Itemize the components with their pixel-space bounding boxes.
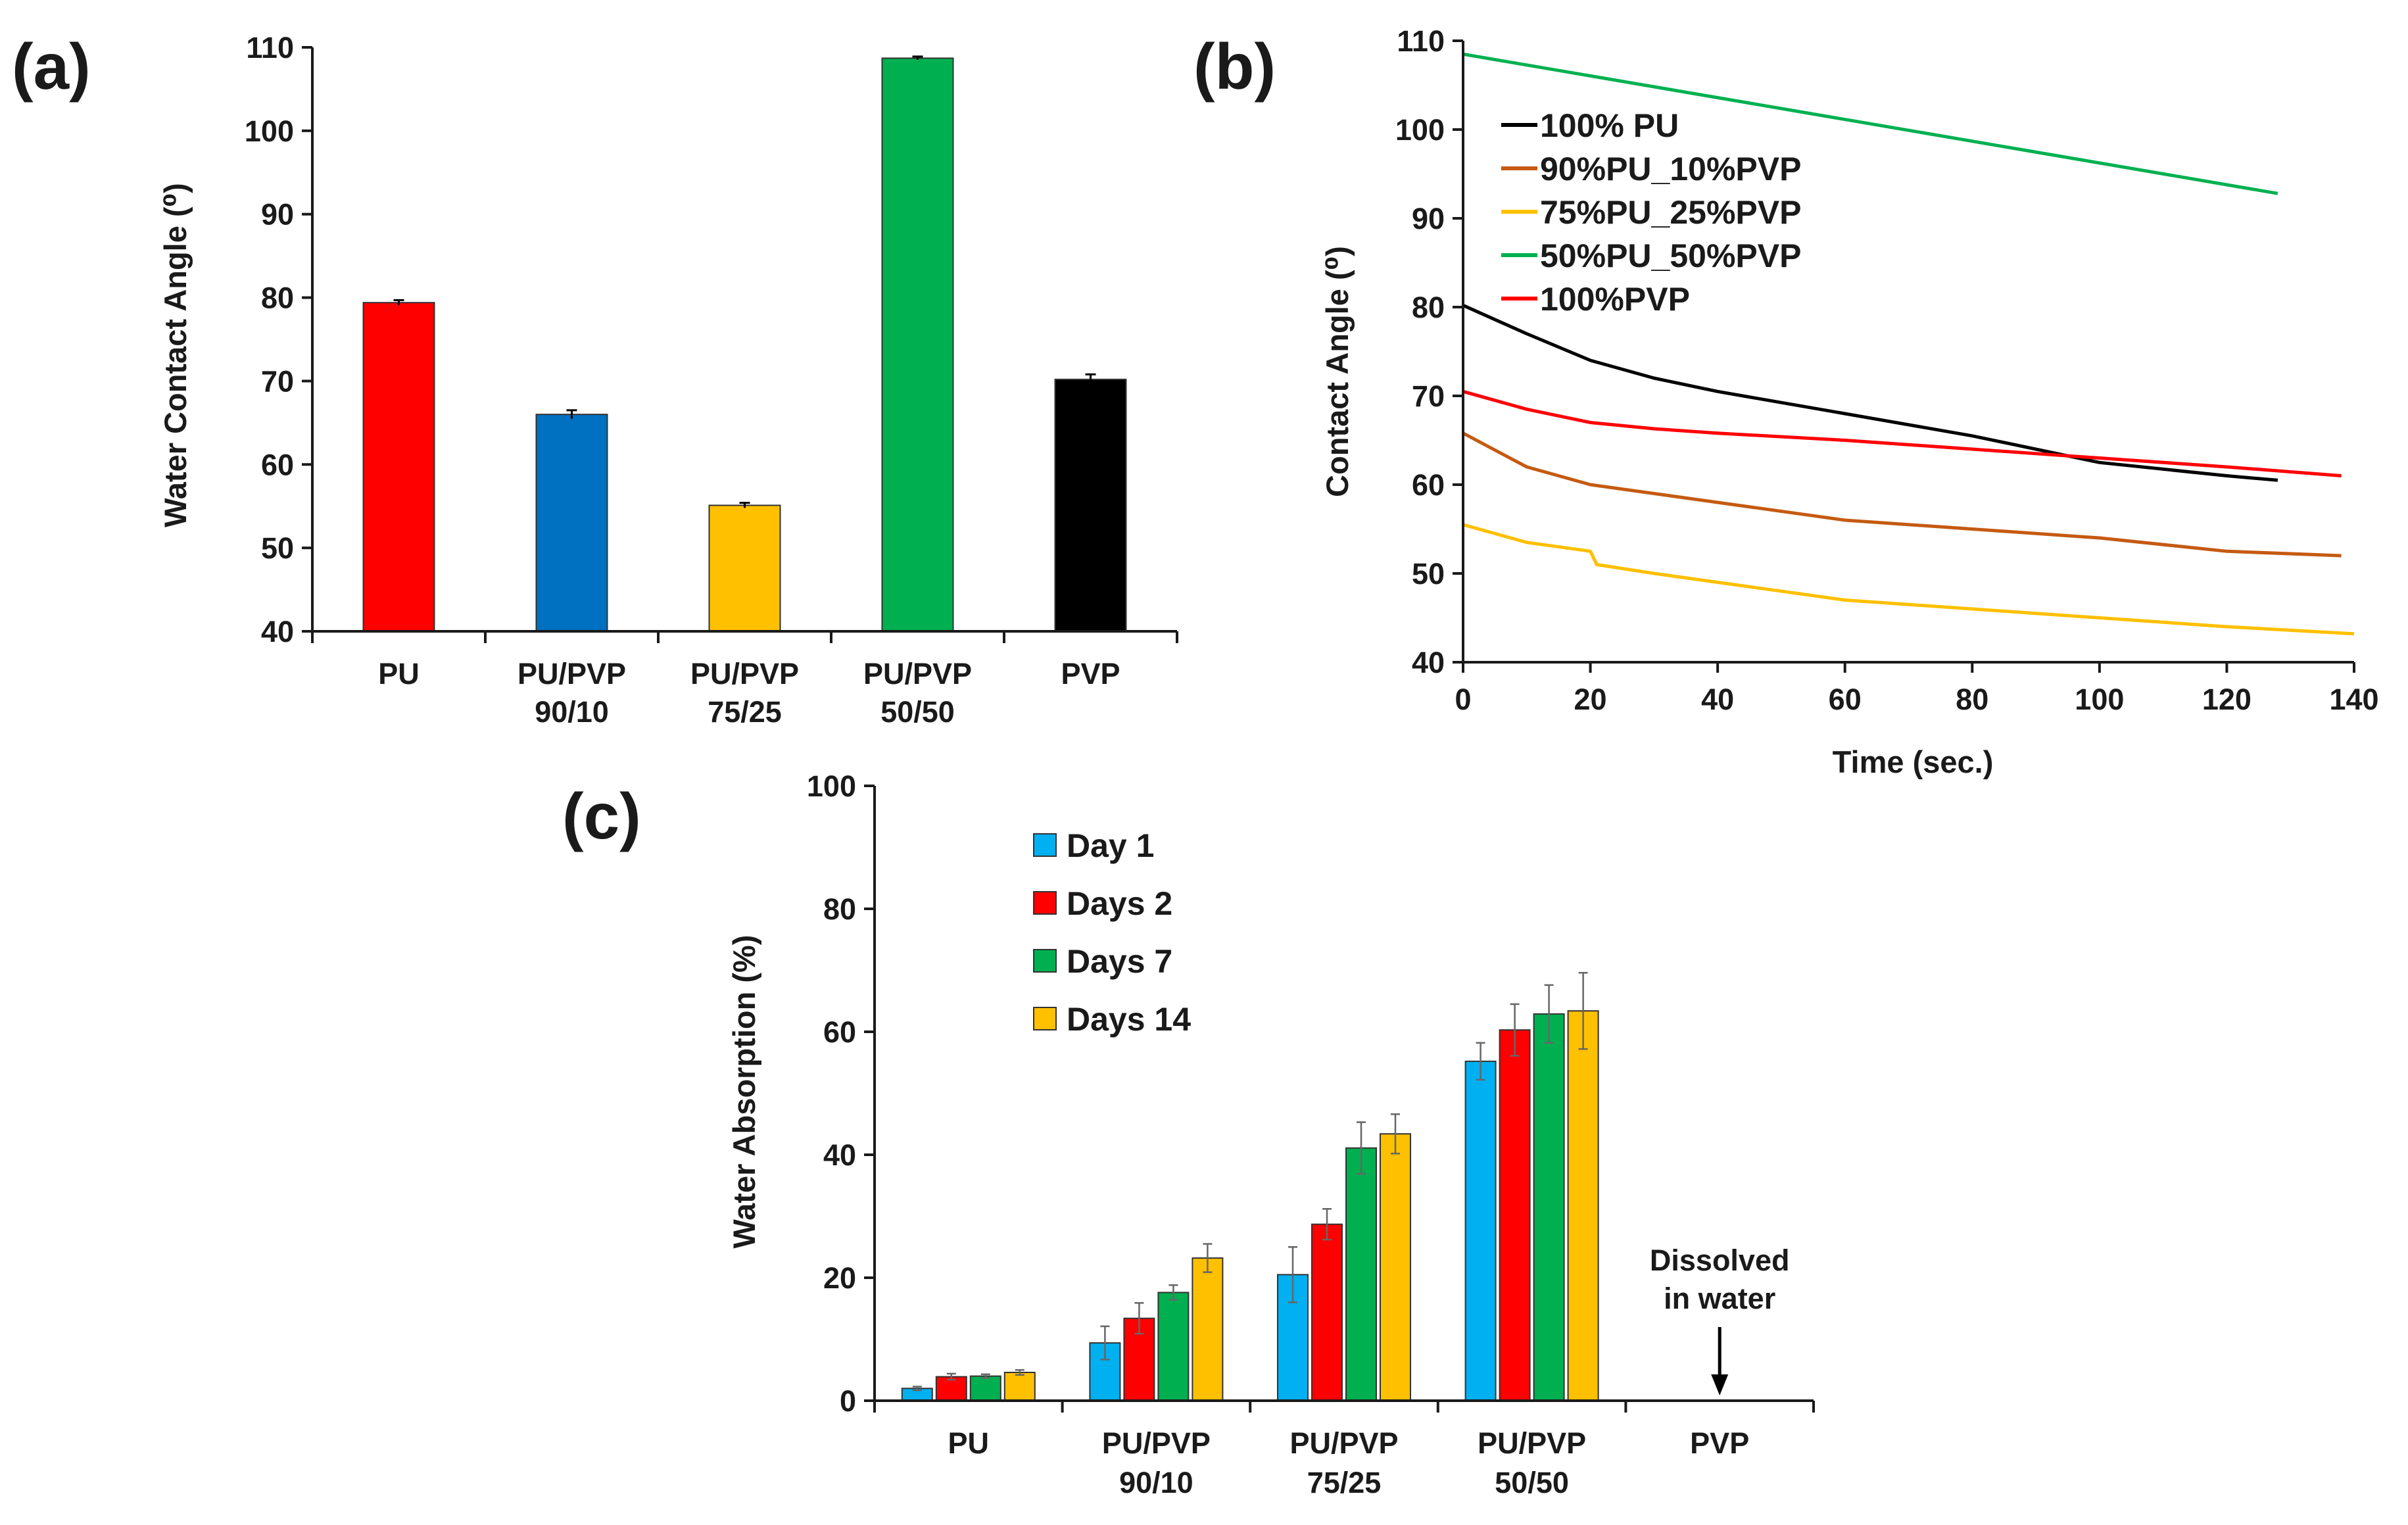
x-category-label: PU/PVP bbox=[518, 657, 626, 690]
legend-label: 100%PVP bbox=[1540, 281, 1690, 318]
x-category-label: 50/50 bbox=[880, 695, 955, 729]
y-tick-label: 40 bbox=[261, 615, 294, 648]
x-category-label: PU/PVP bbox=[1289, 1426, 1398, 1460]
y-tick-label: 60 bbox=[823, 1015, 856, 1049]
series-line-1 bbox=[1462, 431, 2342, 558]
bar bbox=[362, 302, 435, 632]
annotation-text: Dissolved bbox=[1650, 1244, 1790, 1277]
x-category-label: PU/PVP bbox=[1102, 1426, 1211, 1460]
y-tick-label: 50 bbox=[261, 531, 294, 565]
legend-label: 50%PU_50%PVP bbox=[1540, 237, 1801, 274]
legend-label: 75%PU_25%PVP bbox=[1540, 194, 1801, 231]
bar bbox=[1311, 1223, 1343, 1402]
y-tick-label: 80 bbox=[1412, 291, 1445, 324]
x-tick-label: 40 bbox=[1701, 683, 1734, 716]
y-tick-label: 40 bbox=[823, 1138, 856, 1172]
bar bbox=[1464, 1060, 1497, 1401]
panel-b-y-axis-title: Contact Angle (⁰) bbox=[1320, 246, 1355, 497]
x-category-label: PU/PVP bbox=[1478, 1426, 1586, 1460]
annotation-arrow-head bbox=[1711, 1374, 1729, 1395]
bar bbox=[881, 57, 954, 632]
y-tick-label: 70 bbox=[261, 364, 294, 398]
legend-swatch bbox=[1033, 891, 1057, 915]
bar bbox=[1567, 1010, 1599, 1401]
legend-label: Days 7 bbox=[1067, 943, 1172, 980]
x-category-label: 50/50 bbox=[1495, 1466, 1569, 1499]
bar bbox=[1499, 1029, 1531, 1401]
panel-b-x-axis-title: Time (sec.) bbox=[1833, 744, 1994, 779]
y-tick-label: 100 bbox=[1395, 113, 1445, 147]
y-tick-label: 100 bbox=[807, 769, 856, 803]
y-tick-label: 50 bbox=[1412, 557, 1445, 591]
x-tick-label: 100 bbox=[2075, 683, 2124, 716]
x-category-label: PU bbox=[378, 657, 420, 690]
panel-a-label: (a) bbox=[12, 30, 91, 103]
bar bbox=[1054, 378, 1127, 632]
y-tick-label: 20 bbox=[823, 1261, 856, 1295]
series-line-0 bbox=[1462, 304, 2278, 482]
legend-label: 90%PU_10%PVP bbox=[1540, 151, 1801, 187]
x-tick-label: 0 bbox=[1455, 683, 1471, 716]
x-tick-label: 80 bbox=[1956, 683, 1988, 716]
panel-c-label: (c) bbox=[562, 780, 641, 852]
legend-swatch bbox=[1033, 833, 1057, 857]
y-tick-label: 110 bbox=[1397, 24, 1445, 58]
series-line-2 bbox=[1462, 523, 2355, 636]
x-tick-label: 120 bbox=[2202, 683, 2251, 716]
legend-label: Days 2 bbox=[1067, 885, 1172, 922]
legend-label: Days 14 bbox=[1067, 1001, 1191, 1038]
y-tick-label: 70 bbox=[1412, 379, 1445, 413]
series-line-3 bbox=[1462, 52, 2278, 195]
panel-b: (b) Contact Angle (⁰) Time (sec.) 40 50 60… bbox=[1193, 24, 2379, 779]
annotation-text: in water bbox=[1664, 1282, 1775, 1315]
series-line-4 bbox=[1462, 389, 2342, 477]
x-category-label: 90/10 bbox=[535, 695, 609, 729]
bar bbox=[1380, 1133, 1411, 1401]
bar bbox=[969, 1375, 1001, 1402]
x-category-label: PU/PVP bbox=[863, 657, 972, 690]
bar bbox=[1003, 1371, 1036, 1401]
y-tick-label: 40 bbox=[1412, 646, 1445, 679]
y-tick-label: 80 bbox=[823, 892, 856, 926]
legend-label: Day 1 bbox=[1067, 827, 1154, 864]
y-tick-label: 60 bbox=[261, 448, 294, 481]
bar bbox=[1533, 1013, 1565, 1401]
panel-c-y-axis-title: Water Absorption (%) bbox=[727, 935, 761, 1249]
x-category-label: PVP bbox=[1061, 657, 1120, 690]
x-category-label: PVP bbox=[1690, 1426, 1749, 1460]
bar bbox=[535, 414, 608, 633]
x-category-label: PU/PVP bbox=[690, 657, 799, 690]
x-tick-label: 20 bbox=[1574, 683, 1607, 716]
y-tick-label: 110 bbox=[246, 31, 294, 64]
y-tick-label: 100 bbox=[245, 114, 294, 148]
bar bbox=[1345, 1147, 1377, 1401]
x-category-label: PU bbox=[948, 1426, 990, 1460]
panel-a-y-axis-title: Water Contact Angle (⁰) bbox=[158, 183, 193, 527]
x-tick-label: 60 bbox=[1829, 683, 1862, 716]
legend-swatch bbox=[1033, 949, 1057, 973]
y-tick-label: 0 bbox=[840, 1384, 856, 1418]
panel-c: (c) Water Absorption (%) 0 20 40 60 80 100 PU… bbox=[562, 769, 1815, 1499]
x-category-label: 90/10 bbox=[1119, 1466, 1193, 1499]
panel-a: (a) Water Contact Angle (⁰) 40 50 60 70 80 90… bbox=[12, 30, 1178, 729]
x-category-label: 75/25 bbox=[1307, 1466, 1382, 1499]
x-category-label: 75/25 bbox=[708, 695, 782, 729]
bar bbox=[1192, 1257, 1224, 1401]
bar bbox=[708, 504, 781, 633]
y-tick-label: 60 bbox=[1412, 468, 1445, 502]
y-tick-label: 90 bbox=[1412, 202, 1445, 235]
legend-swatch bbox=[1033, 1007, 1057, 1030]
legend-label: 100% PU bbox=[1540, 107, 1679, 144]
x-tick-label: 140 bbox=[2329, 683, 2378, 716]
y-tick-label: 90 bbox=[261, 198, 294, 231]
y-tick-label: 80 bbox=[261, 281, 294, 315]
panel-b-label: (b) bbox=[1193, 30, 1276, 103]
bar bbox=[1157, 1292, 1190, 1401]
